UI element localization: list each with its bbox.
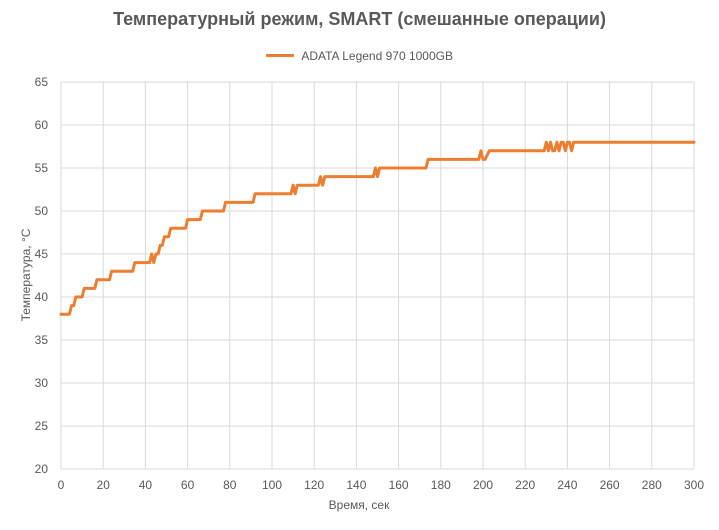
y-tick-label: 35 (35, 333, 49, 347)
legend: ADATA Legend 970 1000GB (0, 48, 719, 63)
y-tick-label: 65 (35, 75, 49, 89)
y-tick-label: 40 (35, 290, 49, 304)
x-tick-label: 160 (389, 478, 409, 492)
x-tick-labels: 0 20 40 60 80 100 120 140 160 180 200 220 240 260 280 3… (58, 478, 705, 492)
x-tick-label: 0 (58, 478, 65, 492)
grid (60, 81, 695, 470)
x-tick-label: 100 (262, 478, 282, 492)
x-tick-label: 260 (600, 478, 620, 492)
x-tick-label: 280 (642, 478, 662, 492)
series-line (59, 140, 696, 316)
x-tick-label: 60 (181, 478, 195, 492)
y-tick-label: 30 (35, 376, 49, 390)
x-tick-label: 40 (139, 478, 153, 492)
y-tick-label: 20 (35, 462, 49, 476)
x-tick-label: 220 (515, 478, 535, 492)
chart-title: Температурный режим, SMART (смешанные оп… (113, 9, 606, 29)
x-tick-label: 20 (97, 478, 111, 492)
y-tick-label: 45 (35, 247, 49, 261)
series-layer (59, 140, 696, 316)
y-tick-label: 50 (35, 204, 49, 218)
y-tick-labels: 20 25 30 35 40 45 50 55 60 65 (35, 75, 49, 476)
x-tick-label: 180 (431, 478, 451, 492)
x-tick-label: 80 (223, 478, 237, 492)
x-tick-label: 120 (304, 478, 324, 492)
y-axis-label: Температура, °С (19, 228, 33, 321)
legend-label: ADATA Legend 970 1000GB (301, 48, 453, 63)
x-tick-label: 140 (346, 478, 366, 492)
x-axis-label: Время, сек (329, 498, 390, 512)
y-tick-label: 55 (35, 161, 49, 175)
y-tick-label: 25 (35, 419, 49, 433)
x-tick-label: 200 (473, 478, 493, 492)
x-tick-label: 240 (557, 478, 577, 492)
legend-swatch (265, 54, 294, 58)
x-tick-label: 300 (684, 478, 704, 492)
y-tick-label: 60 (35, 118, 49, 132)
